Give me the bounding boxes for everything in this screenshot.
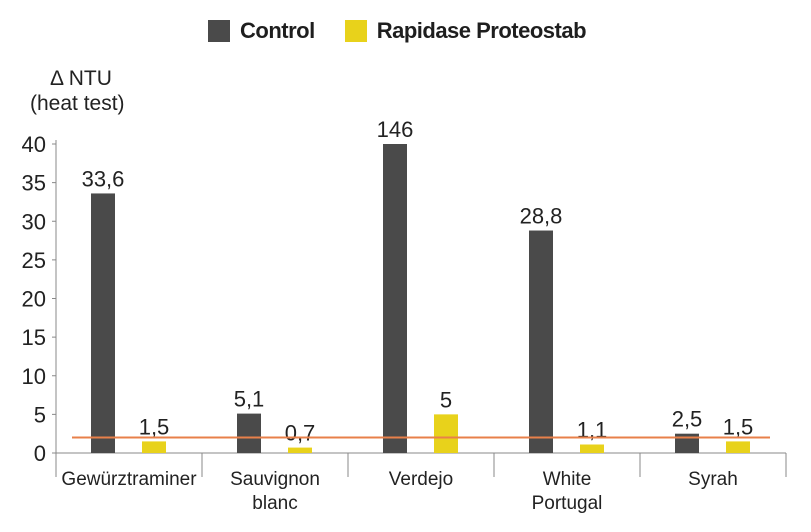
bar-control [529,230,553,453]
y-tick-label: 10 [22,364,46,389]
x-tick-label: Verdejo [389,469,453,490]
x-tick-label: Sauvignon [230,469,320,490]
y-tick-label: 40 [22,132,46,157]
y-tick-label: 25 [22,248,46,273]
x-tick-label: blanc [252,493,297,514]
x-tick-label: White [543,469,592,490]
bar-proteostab [288,447,312,453]
y-axis-label-line-2: (heat test) [30,92,125,115]
y-axis-label: Δ NTU (heat test) [30,66,125,116]
bar-proteostab [434,414,458,453]
legend-swatch-proteostab [344,20,367,42]
data-label: 28,8 [520,204,563,229]
legend-swatch-control [208,20,230,42]
x-tick-label: Syrah [688,469,738,490]
data-label: 1,5 [723,414,754,439]
data-label: 5,1 [234,387,265,412]
data-label: 1,1 [577,418,608,443]
x-tick-label: Gewürztraminer [61,469,197,490]
data-label: 0,7 [285,421,316,446]
data-label: 5 [440,387,452,412]
bar-proteostab [142,441,166,453]
bar-control [237,413,261,453]
y-tick-label: 15 [22,325,46,350]
y-tick-label: 35 [22,171,46,196]
y-tick-label: 20 [22,287,46,312]
bar-control [91,193,115,453]
legend-label-proteostab: Rapidase Proteostab [376,18,587,43]
data-label: 33,6 [82,166,125,191]
bar-control [383,144,407,453]
y-tick-label: 5 [34,402,46,427]
bar-proteostab [580,444,604,453]
legend-label-control: Control [240,18,315,43]
y-axis-label-line-1: Δ NTU [50,67,112,90]
legend-item-proteostab: Rapidase Proteostab [344,18,587,44]
data-label: 2,5 [672,407,703,432]
bar-proteostab [726,441,750,453]
x-tick-label: Portugal [532,493,603,514]
legend-item-control: Control [208,18,315,44]
legend: Control Rapidase Proteostab [208,18,616,44]
y-tick-label: 0 [34,441,46,466]
data-label: 146 [377,117,414,142]
y-tick-label: 30 [22,209,46,234]
data-label: 1,5 [139,414,170,439]
